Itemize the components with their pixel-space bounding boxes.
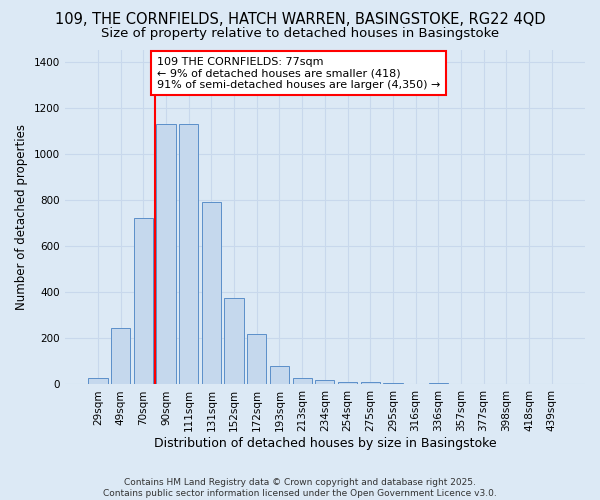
Text: 109, THE CORNFIELDS, HATCH WARREN, BASINGSTOKE, RG22 4QD: 109, THE CORNFIELDS, HATCH WARREN, BASIN… [55, 12, 545, 28]
Text: 109 THE CORNFIELDS: 77sqm
← 9% of detached houses are smaller (418)
91% of semi-: 109 THE CORNFIELDS: 77sqm ← 9% of detach… [157, 56, 440, 90]
Bar [361, 382, 380, 384]
Bar [202, 202, 221, 384]
Bar [224, 298, 244, 384]
Bar [293, 378, 312, 384]
Bar [338, 382, 357, 384]
Bar [134, 218, 153, 384]
Text: Size of property relative to detached houses in Basingstoke: Size of property relative to detached ho… [101, 28, 499, 40]
Bar [111, 328, 130, 384]
Bar [247, 334, 266, 384]
Bar [179, 124, 199, 384]
Y-axis label: Number of detached properties: Number of detached properties [15, 124, 28, 310]
Text: Contains HM Land Registry data © Crown copyright and database right 2025.
Contai: Contains HM Land Registry data © Crown c… [103, 478, 497, 498]
Bar [157, 124, 176, 384]
X-axis label: Distribution of detached houses by size in Basingstoke: Distribution of detached houses by size … [154, 437, 496, 450]
Bar [88, 378, 107, 384]
Bar [315, 380, 334, 384]
Bar [270, 366, 289, 384]
